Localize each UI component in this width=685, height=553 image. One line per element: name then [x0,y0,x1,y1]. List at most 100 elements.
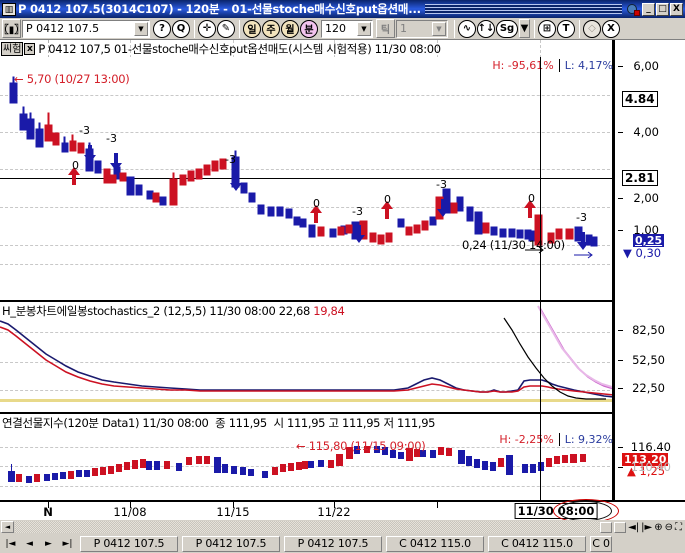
period-month-button[interactable]: 월 [281,19,299,38]
fit-icon[interactable]: ⛶ [675,521,682,533]
futures-hl-stats: H: -2,25% L: 9,32% [499,433,613,446]
y-label: 6,00 [633,59,659,73]
futures-candles [8,446,586,483]
minimize-button[interactable]: _ [642,2,655,16]
help-button[interactable]: ? [153,19,171,38]
main-toolbar: 〖▮〗 P 0412 107.5 ▼ ? Q ✛ ✎ 일 주 월 분 120 ▼… [0,18,685,40]
signal-label: 0 [528,192,535,205]
futures-index-title-text: 연결선물지수(120분 Data1) 11/30 08:00 [2,416,209,430]
futures-index-title: 연결선물지수(120분 Data1) 11/30 08:00 종 111,95 … [2,415,435,431]
symbol-combo-value: P 0412 107.5 [26,22,100,35]
crosshair-line [540,302,541,412]
symbol-combo[interactable]: P 0412 107.5 ▼ [22,19,150,38]
scroll-thumb-a[interactable] [600,521,613,533]
nav-next-icon[interactable]: |► [641,521,653,533]
ohlc-low-label: 저 [383,416,394,430]
status-bar: |◄ ◄ ► ►| P 0412 107.5 P 0412 107.5 P 04… [0,534,685,553]
signal-label: 0 [384,193,391,206]
up-down-icon[interactable]: ↑↓ [477,19,495,38]
stochastics-panel[interactable]: H_분봉차트에일봉stochastics_2 (12,5,5) 11/30 08… [0,300,615,412]
interval-chevron-down-icon[interactable]: ▼ [357,21,371,36]
y-futures-change: ▲ 1,25 [627,464,666,478]
status-tab[interactable]: C 0412 115.0 [386,535,484,552]
window-title-bar: ▥ P 0412 107.5(3014C107) - 120분 - 01-선물s… [0,0,685,18]
price-annotation-high: ← 5,70 (10/27 13:00) [14,72,130,86]
app-chart-icon: ▥ [2,2,16,16]
price-hl-stats: H: -95,61% L: 4,17% [492,59,613,72]
y-prev-close: ▼ 0,30 [623,246,662,260]
nav-next-button[interactable]: ► [40,536,57,551]
price-annotation-low: 0,24 (11/30 14:00) [462,238,565,252]
status-tab[interactable]: P 0412 107.5 [80,535,178,552]
text-tool-icon[interactable]: T [557,19,575,38]
stochastics-band [0,399,615,402]
date-axis[interactable]: N 11/08 11/15 11/22 11/30 08:00 [0,499,685,523]
period-day-button[interactable]: 일 [243,19,261,38]
stochastics-lines [0,305,615,400]
diamond-icon: ◇ [583,19,601,38]
status-tab[interactable]: C 0 [590,535,612,552]
nav-first-button[interactable]: |◄ [2,536,19,551]
grid-icon[interactable]: ⊞ [538,19,556,38]
y-label: 2,00 [633,191,659,205]
date-tick-label: 11/08 [113,505,147,519]
date-tick-label: 11/22 [317,505,351,519]
period-week-button[interactable]: 주 [262,19,280,38]
y-label: 22,50 [632,381,665,395]
chart-canvas[interactable]: 씨험 x P 0412 107,5 01-선물stoche매수신호put옵션매도… [0,40,685,500]
globe-icon [626,3,640,16]
tick-chevron-down-icon: ▼ [432,21,446,36]
signal-button[interactable]: Sg [496,19,518,38]
y-axis-panel[interactable]: 6,00 4.84 4,00 2.81 2,00 1,00 0,25 ▼ 0,3… [615,40,685,500]
y-label-occluded: 110.40 [630,460,671,474]
crosshair-line [540,414,541,500]
zoom-out-icon[interactable]: ⊖ [664,521,673,533]
status-tab[interactable]: P 0412 107.5 [182,535,280,552]
ohlc-open-label: 시 [273,416,284,430]
signal-chevron-down-icon[interactable]: ▼ [519,19,530,38]
futures-high-pct: H: -2,25% [499,433,554,446]
status-tab[interactable]: C 0412 115.0 [488,535,586,552]
scroll-track[interactable] [15,521,600,533]
signal-label: -3 [79,124,90,137]
book-icon[interactable]: 〖▮〗 [0,19,24,38]
date-tick-label: 11/15 [216,505,250,519]
scroll-left-button[interactable]: ◄ [1,521,14,533]
chart-tag-badge: 씨험 [1,41,24,56]
status-tab[interactable]: P 0412 107.5 [284,535,382,552]
y-label: 52,50 [632,353,665,367]
futures-index-panel[interactable]: 연결선물지수(120분 Data1) 11/30 08:00 종 111,95 … [0,412,615,500]
price-panel[interactable]: H: -95,61% L: 4,17% ← 5,70 (10/27 13:00)… [0,57,615,300]
nav-prev-icon[interactable]: ◄| [628,521,640,533]
highlight-circle-inner [558,501,612,521]
crosshair-icon[interactable]: ✛ [198,19,216,38]
y-label: 116.40 [630,440,671,454]
scroll-thumb-b[interactable] [614,521,627,533]
date-tick-label: N [43,505,53,519]
nav-prev-button[interactable]: ◄ [21,536,38,551]
ohlc-close-value: 111,95 [228,416,267,430]
signal-label: -3 [576,211,587,224]
signal-label: -3 [106,132,117,145]
maximize-button[interactable]: □ [656,2,669,16]
interval-combo[interactable]: 120 ▼ [321,19,373,38]
chart-header-close-icon[interactable]: x [24,42,36,55]
chart-header-strip: 씨험 x P 0412 107,5 01-선물stoche매수신호put옵션매도… [0,40,615,57]
close-button[interactable]: X [670,2,683,16]
zoom-in-icon[interactable]: ⊕ [654,521,663,533]
chart-line-icon[interactable]: ∿ [458,19,476,38]
tick-value: 1 [400,22,407,35]
interval-value: 120 [325,22,346,35]
pencil-icon[interactable]: ✎ [217,19,235,38]
price-low-pct: L: 4,17% [558,59,613,72]
stochastics-k-value: 22,68 [278,304,311,318]
stochastics-title-text: H_분봉차트에일봉stochastics_2 (12,5,5) 11/30 08… [2,304,276,318]
close-chart-icon[interactable]: X [602,19,620,38]
chart-scrollbar[interactable]: ◄ ◄| |► ⊕ ⊖ ⛶ [0,520,685,534]
y-label: 1,00 [633,223,659,237]
chevron-down-icon[interactable]: ▼ [134,21,148,36]
period-minute-button[interactable]: 분 [300,19,318,38]
crosshair-line [540,57,541,300]
nav-last-button[interactable]: ►| [59,536,76,551]
search-icon[interactable]: Q [172,19,190,38]
